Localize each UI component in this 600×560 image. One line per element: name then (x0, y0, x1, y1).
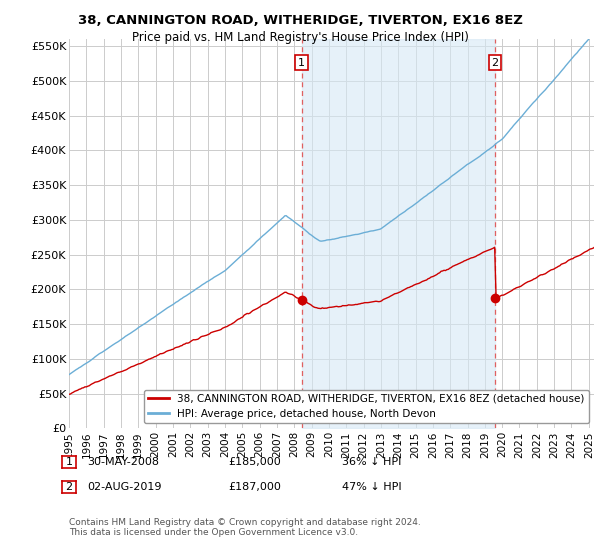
Text: Contains HM Land Registry data © Crown copyright and database right 2024.
This d: Contains HM Land Registry data © Crown c… (69, 518, 421, 538)
Text: 1: 1 (298, 58, 305, 68)
Text: 30-MAY-2008: 30-MAY-2008 (87, 457, 159, 467)
Text: 2: 2 (491, 58, 499, 68)
Text: £187,000: £187,000 (228, 482, 281, 492)
Text: 1: 1 (65, 457, 73, 467)
Text: £185,000: £185,000 (228, 457, 281, 467)
Text: 36% ↓ HPI: 36% ↓ HPI (342, 457, 401, 467)
Text: 2: 2 (65, 482, 73, 492)
Text: Price paid vs. HM Land Registry's House Price Index (HPI): Price paid vs. HM Land Registry's House … (131, 31, 469, 44)
Text: 38, CANNINGTON ROAD, WITHERIDGE, TIVERTON, EX16 8EZ: 38, CANNINGTON ROAD, WITHERIDGE, TIVERTO… (77, 14, 523, 27)
Text: 02-AUG-2019: 02-AUG-2019 (87, 482, 161, 492)
Text: 47% ↓ HPI: 47% ↓ HPI (342, 482, 401, 492)
Legend: 38, CANNINGTON ROAD, WITHERIDGE, TIVERTON, EX16 8EZ (detached house), HPI: Avera: 38, CANNINGTON ROAD, WITHERIDGE, TIVERTO… (144, 390, 589, 423)
